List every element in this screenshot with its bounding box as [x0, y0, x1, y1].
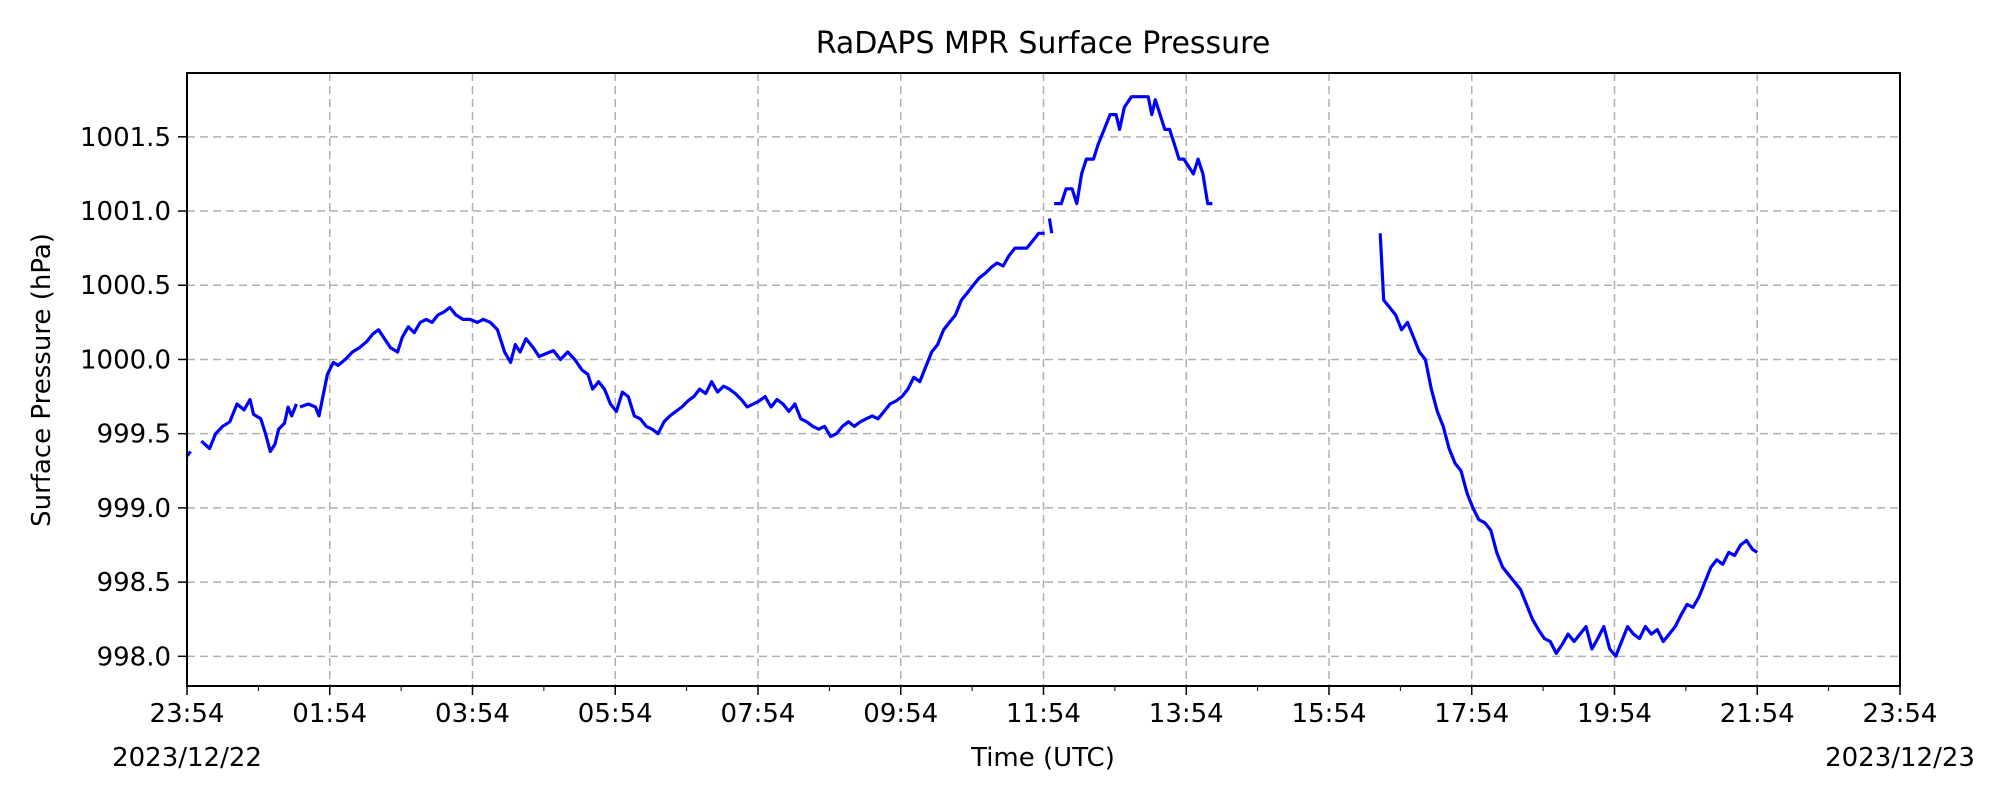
- x-tick-label: 17:54: [1434, 699, 1509, 729]
- axis-ticks: 23:54 01:54 03:54 05:54 07:54 09:54 11:54 13:54…: [80, 123, 1937, 729]
- y-tick-label: 999.5: [97, 420, 171, 450]
- chart-title: RaDAPS MPR Surface Pressure: [816, 26, 1271, 61]
- grid: [187, 73, 1900, 686]
- y-tick-label: 999.0: [97, 494, 171, 524]
- x-tick-label: 09:54: [863, 699, 938, 729]
- series-line-segment: [1378, 233, 1759, 658]
- x-tick-label: 23:54: [1863, 699, 1938, 729]
- series-line-group: [185, 95, 1759, 658]
- x-end-date: 2023/12/23: [1825, 743, 1975, 773]
- y-tick-label: 1000.5: [80, 271, 171, 301]
- x-tick-label: 01:54: [292, 699, 367, 729]
- x-axis-label: Time (UTC): [970, 743, 1115, 773]
- x-tick-label: 21:54: [1720, 699, 1795, 729]
- y-tick-label: 1000.0: [80, 345, 171, 375]
- series-line-segment: [1054, 95, 1213, 206]
- series-line-segment: [200, 397, 298, 454]
- x-tick-label: 05:54: [578, 699, 653, 729]
- y-tick-label: 1001.0: [80, 197, 171, 227]
- y-tick-label: 1001.5: [80, 123, 171, 153]
- plot-frame: [186, 72, 1901, 687]
- x-tick-label: 15:54: [1292, 699, 1367, 729]
- x-start-date: 2023/12/22: [112, 743, 262, 773]
- y-axis-label: Surface Pressure (hPa): [27, 233, 57, 527]
- x-tick-label: 07:54: [721, 699, 796, 729]
- series-line-segment: [299, 231, 1045, 439]
- x-tick-label: 13:54: [1149, 699, 1224, 729]
- x-tick-label: 11:54: [1006, 699, 1081, 729]
- series-line-segment: [1047, 218, 1054, 234]
- y-tick-label: 998.5: [97, 568, 171, 598]
- x-tick-label: 03:54: [435, 699, 510, 729]
- y-tick-label: 998.0: [97, 642, 171, 672]
- x-tick-label: 23:54: [150, 699, 225, 729]
- x-tick-label: 19:54: [1577, 699, 1652, 729]
